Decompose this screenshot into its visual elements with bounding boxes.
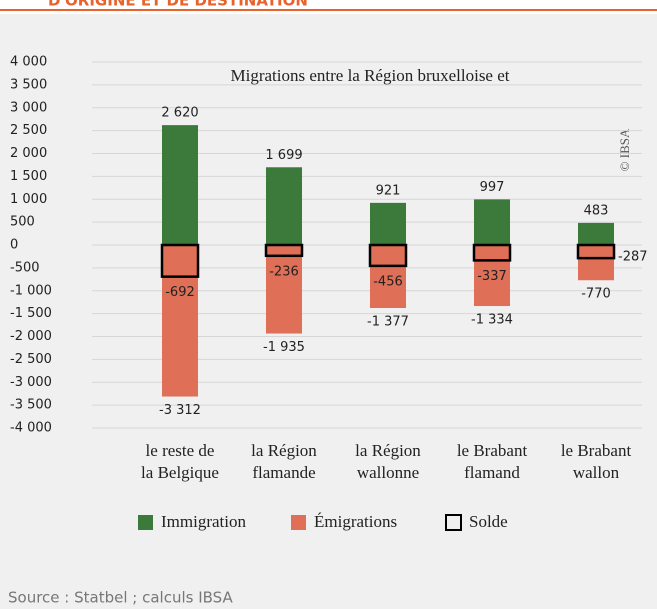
bar xyxy=(474,245,510,307)
data-label: 997 xyxy=(480,180,505,195)
bar xyxy=(370,245,406,308)
solde-box xyxy=(160,243,200,278)
legend-label: Émigrations xyxy=(314,512,397,531)
bar xyxy=(474,199,510,245)
data-label: -236 xyxy=(269,264,299,279)
chart-title: Migrations entre la Région bruxelloise e… xyxy=(230,66,509,85)
bar xyxy=(266,245,302,334)
bar xyxy=(370,202,406,245)
y-tick-label: -2 500 xyxy=(10,352,52,367)
solde-box xyxy=(368,243,408,268)
data-label: -692 xyxy=(165,285,195,300)
bar xyxy=(578,245,614,281)
data-label: 921 xyxy=(376,183,401,198)
legend-swatch xyxy=(138,515,153,530)
bar xyxy=(266,167,302,245)
bar xyxy=(162,245,198,397)
data-label: -287 xyxy=(618,250,648,265)
x-tick-label: wallonne xyxy=(357,463,419,482)
x-tick-label: flamand xyxy=(464,463,520,482)
data-label: 483 xyxy=(584,203,609,218)
y-tick-label: -1 000 xyxy=(10,283,52,298)
data-label: -1 377 xyxy=(367,314,409,329)
x-tick-label: la Région xyxy=(251,441,317,460)
header-title: D'ORIGINE ET DE DESTINATION xyxy=(48,0,308,10)
y-tick-label: 2 000 xyxy=(10,146,47,161)
x-tick-label: le Brabant xyxy=(561,441,632,460)
data-label: -337 xyxy=(477,269,507,284)
legend-label: Solde xyxy=(469,512,508,531)
data-label: -1 334 xyxy=(471,313,513,328)
source: Source : Statbel ; calculs IBSA xyxy=(8,589,233,607)
y-tick-label: -2 000 xyxy=(10,329,52,344)
data-label: -1 935 xyxy=(263,340,305,355)
y-tick-label: 4 000 xyxy=(10,55,47,70)
data-label: -3 312 xyxy=(159,403,201,418)
y-tick-label: -3 000 xyxy=(10,375,52,390)
y-tick-label: 1 000 xyxy=(10,192,47,207)
credit: © IBSA xyxy=(617,128,632,171)
y-tick-label: -1 500 xyxy=(10,306,52,321)
data-label: 1 699 xyxy=(265,148,302,163)
solde-box xyxy=(576,243,616,260)
bar xyxy=(578,222,614,245)
solde-box xyxy=(472,243,512,262)
x-tick-label: la Belgique xyxy=(141,463,219,482)
legend-label: Immigration xyxy=(161,512,246,531)
x-tick-label: wallon xyxy=(573,463,620,482)
y-tick-label: 1 500 xyxy=(10,169,47,184)
y-tick-label: 2 500 xyxy=(10,123,47,138)
y-tick-label: 3 000 xyxy=(10,100,47,115)
data-label: 2 620 xyxy=(161,106,198,121)
y-tick-label: 500 xyxy=(10,215,35,230)
x-tick-label: flamande xyxy=(252,463,315,482)
solde-box xyxy=(264,243,304,258)
y-tick-label: 0 xyxy=(10,238,18,253)
x-tick-label: le Brabant xyxy=(457,441,528,460)
legend-swatch xyxy=(445,514,462,531)
data-label: -456 xyxy=(373,274,403,289)
legend-swatch xyxy=(291,515,306,530)
data-label: -770 xyxy=(581,287,611,302)
x-tick-label: la Région xyxy=(355,441,421,460)
panel-background xyxy=(0,14,657,609)
y-tick-label: 3 500 xyxy=(10,77,47,92)
bar xyxy=(162,125,198,245)
header-rule xyxy=(0,9,657,11)
x-tick-label: le reste de xyxy=(146,441,215,460)
y-tick-label: -3 500 xyxy=(10,398,52,413)
y-tick-label: -500 xyxy=(10,260,40,275)
y-tick-label: -4 000 xyxy=(10,421,52,436)
